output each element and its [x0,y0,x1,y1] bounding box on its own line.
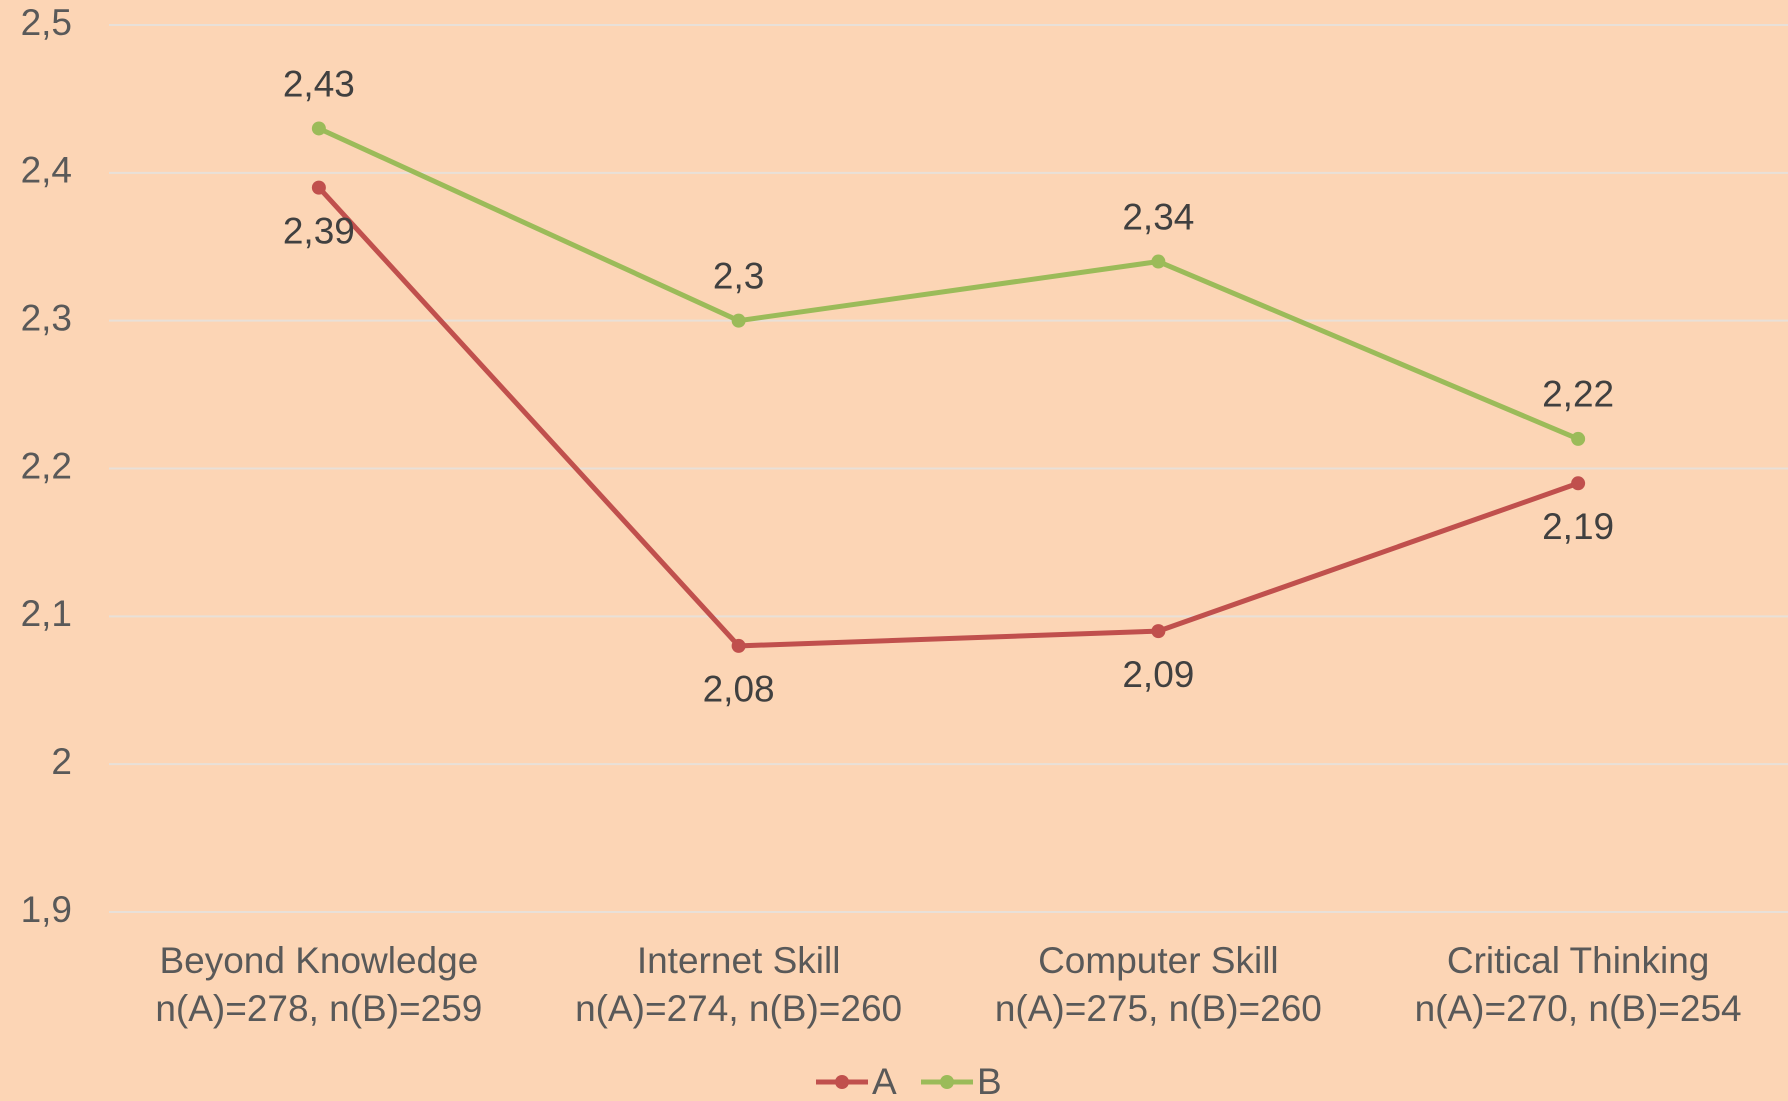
data-label: 2,22 [1542,374,1614,415]
data-label: 2,19 [1542,506,1614,547]
y-tick-label: 2 [51,741,72,782]
data-point [1571,431,1586,446]
data-point [311,180,326,195]
x-tick-label: Critical Thinking [1447,940,1710,981]
data-label: 2,08 [703,669,775,710]
series-line [317,185,1579,649]
data-point [1151,254,1166,269]
legend-label: B [977,1061,1002,1101]
y-tick-label: 2,1 [21,593,72,634]
y-tick-label: 2,3 [21,297,72,338]
data-label: 2,34 [1122,196,1194,237]
x-tick-label: Beyond Knowledge [159,940,478,981]
data-point [731,313,746,328]
series-line [317,126,1580,442]
x-tick-label: n(A)=278, n(B)=259 [155,988,482,1029]
data-label: 2,39 [283,210,355,251]
legend-marker [940,1075,954,1089]
y-tick-label: 2,4 [21,150,72,191]
x-tick-label: n(A)=274, n(B)=260 [575,988,902,1029]
y-tick-label: 2,2 [21,445,72,486]
data-label: 2,3 [713,255,764,296]
y-tick-label: 2,5 [21,2,72,43]
legend-item: A [816,1061,897,1101]
x-tick-label: Internet Skill [637,940,841,981]
x-tick-label: Computer Skill [1038,940,1279,981]
data-label: 2,09 [1122,654,1194,695]
y-tick-label: 1,9 [21,889,72,930]
data-point [311,121,326,136]
data-point [1571,476,1586,491]
legend-marker [835,1075,849,1089]
data-point [1151,624,1166,639]
legend-item: B [921,1061,1002,1101]
data-point [731,638,746,653]
x-tick-label: n(A)=275, n(B)=260 [995,988,1322,1029]
legend-label: A [872,1061,897,1101]
data-label: 2,43 [283,63,355,104]
x-tick-label: n(A)=270, n(B)=254 [1415,988,1742,1029]
